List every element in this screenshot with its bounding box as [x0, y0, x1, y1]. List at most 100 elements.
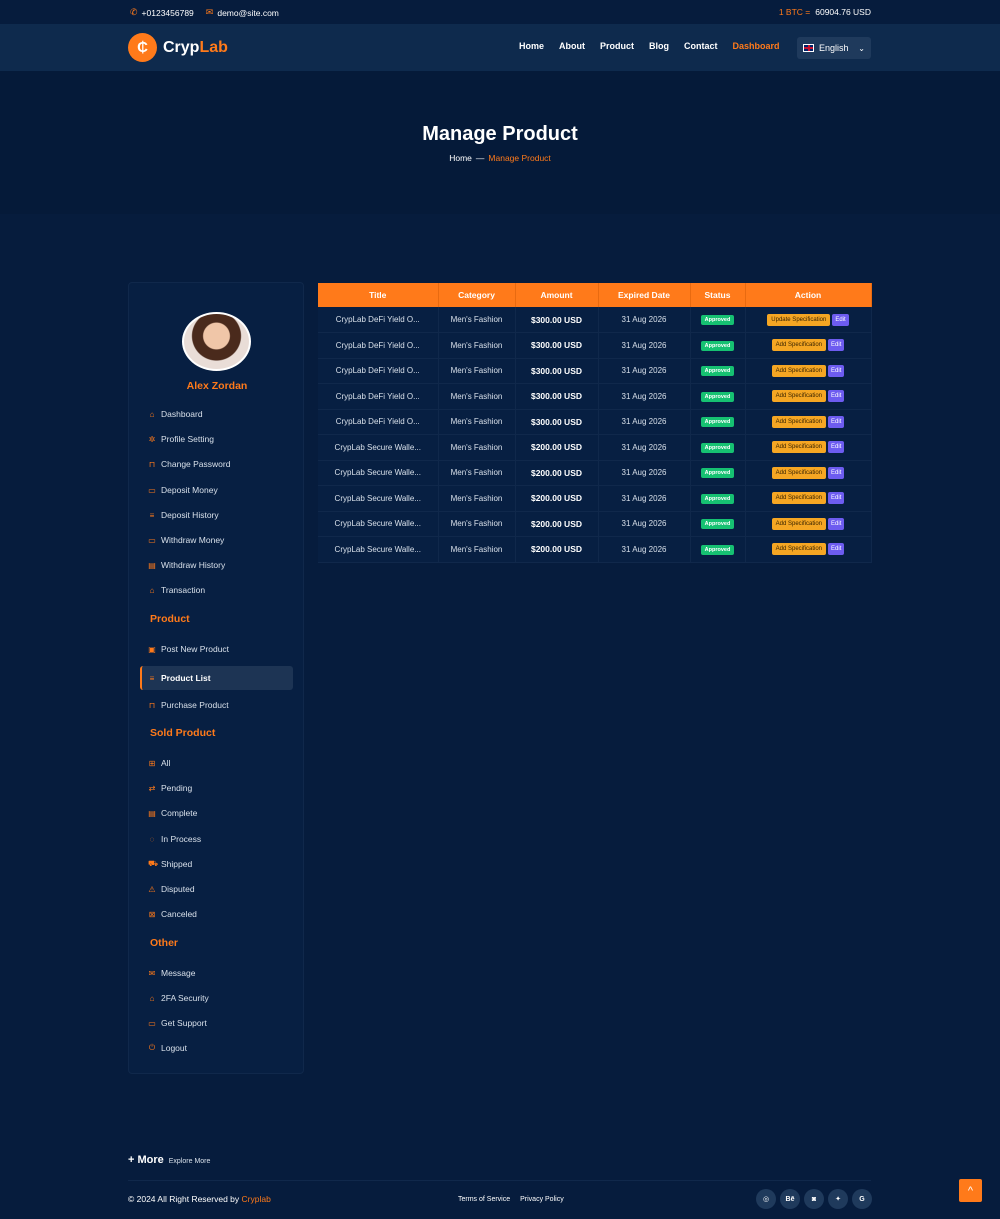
edit-button[interactable]: Edit — [832, 313, 849, 326]
sidebar-item-shipped[interactable]: ⛟ Shipped — [148, 859, 192, 869]
terms-of-service-link[interactable]: Terms of Service — [458, 1196, 511, 1203]
section-title-other: Other — [150, 937, 179, 949]
cell-expired-date: 31 Aug 2026 — [598, 434, 691, 461]
footer-links: Terms of Service Privacy Policy — [458, 1196, 564, 1203]
cell-expired-date: 31 Aug 2026 — [598, 511, 691, 537]
sidebar-item-canceled[interactable]: ⊠ Canceled — [148, 909, 197, 919]
specification-button[interactable]: Add Specification — [771, 492, 827, 505]
explore-more[interactable]: + More Explore More — [128, 1154, 210, 1166]
cell-expired-date: 31 Aug 2026 — [598, 383, 691, 410]
column-header-amount: Amount — [515, 283, 599, 307]
edit-button[interactable]: Edit — [828, 390, 845, 403]
specification-button[interactable]: Add Specification — [771, 543, 827, 556]
sidebar-item-post-new-product[interactable]: ▣ Post New Product — [148, 644, 229, 654]
cell-category: Men's Fashion — [438, 358, 516, 384]
cell-status: Approved — [690, 409, 746, 435]
edit-button[interactable]: Edit — [828, 517, 845, 530]
specification-button[interactable]: Add Specification — [771, 339, 827, 352]
sidebar-item-dashboard[interactable]: ⌂ Dashboard — [148, 409, 203, 419]
sidebar-item-label: Deposit History — [161, 510, 219, 520]
sidebar-item-transaction[interactable]: ⌂ Transaction — [148, 585, 206, 595]
specification-button[interactable]: Add Specification — [771, 466, 827, 479]
privacy-policy-link[interactable]: Privacy Policy — [520, 1196, 564, 1203]
nav-contact[interactable]: Contact — [684, 41, 718, 51]
bag-icon: ⊓ — [148, 700, 156, 710]
sidebar-item-2fa-security[interactable]: ⌂ 2FA Security — [148, 993, 209, 1003]
nav-dashboard[interactable]: Dashboard — [732, 41, 780, 51]
google-icon[interactable]: G — [852, 1189, 872, 1209]
edit-button[interactable]: Edit — [828, 466, 845, 479]
specification-button[interactable]: Add Specification — [771, 390, 827, 403]
behance-icon[interactable]: Bē — [780, 1189, 800, 1209]
nav-home[interactable]: Home — [519, 41, 545, 51]
message-icon: ✉ — [148, 968, 156, 978]
sidebar-item-in-process[interactable]: ◌ In Process — [148, 834, 202, 844]
edit-button[interactable]: Edit — [828, 415, 845, 428]
sidebar-item-label: Shipped — [161, 859, 193, 869]
language-select[interactable]: English ⌄ — [797, 37, 871, 59]
sidebar-item-product-list[interactable]: ≡ Product List — [140, 666, 293, 690]
edit-button[interactable]: Edit — [828, 339, 845, 352]
cell-action: Add Specification Edit — [745, 485, 872, 512]
edit-button[interactable]: Edit — [828, 492, 845, 505]
sidebar-item-label: Withdraw History — [161, 560, 226, 570]
edit-button[interactable]: Edit — [828, 543, 845, 556]
scroll-to-top-button[interactable]: ^ — [959, 1179, 982, 1202]
sidebar-item-withdraw-money[interactable]: ▭ Withdraw Money — [148, 535, 224, 545]
status-badge: Approved — [700, 366, 735, 377]
sidebar-item-all[interactable]: ⊞ All — [148, 758, 171, 768]
sidebar-item-change-password[interactable]: ⊓ Change Password — [148, 459, 231, 469]
specification-button[interactable]: Update Specification — [767, 313, 831, 326]
logo[interactable]: ₵ CrypLab — [128, 33, 228, 62]
cell-amount: $300.00 USD — [515, 307, 599, 333]
sidebar-item-message[interactable]: ✉ Message — [148, 968, 196, 978]
product-table-wrapper: Title Category Amount Expired Date Statu… — [318, 283, 872, 563]
dribbble-icon[interactable]: ◎ — [756, 1189, 776, 1209]
nav-product[interactable]: Product — [600, 41, 635, 51]
table-header-row: Title Category Amount Expired Date Statu… — [318, 283, 872, 307]
instagram-icon[interactable]: ◙ — [804, 1189, 824, 1209]
edit-button[interactable]: Edit — [828, 364, 845, 377]
sidebar-item-deposit-history[interactable]: ≡ Deposit History — [148, 510, 219, 520]
grid-icon: ⊞ — [148, 758, 156, 768]
sidebar-item-get-support[interactable]: ▭ Get Support — [148, 1018, 207, 1028]
nav-blog[interactable]: Blog — [649, 41, 670, 51]
sidebar-item-label: Profile Setting — [161, 434, 214, 444]
breadcrumb-separator: — — [475, 153, 485, 163]
twitter-icon[interactable]: ✦ — [828, 1189, 848, 1209]
email-contact[interactable]: ✉ demo@site.com — [206, 7, 279, 18]
sidebar-item-purchase-product[interactable]: ⊓ Purchase Product — [148, 700, 229, 710]
sidebar-item-label: Withdraw Money — [161, 535, 225, 545]
specification-button[interactable]: Add Specification — [771, 364, 827, 377]
specification-button[interactable]: Add Specification — [771, 441, 827, 454]
cell-category: Men's Fashion — [438, 536, 516, 563]
spinner-icon: ◌ — [149, 834, 155, 844]
lock-icon: ⊓ — [148, 459, 156, 469]
edit-button[interactable]: Edit — [828, 441, 845, 454]
sidebar-item-label: Purchase Product — [161, 700, 229, 710]
sidebar-item-label: In Process — [161, 834, 202, 844]
sidebar-item-deposit-money[interactable]: ▭ Deposit Money — [148, 485, 217, 495]
section-title-sold-product: Sold Product — [150, 727, 216, 739]
btc-label: 1 BTC = — [778, 7, 811, 17]
cell-amount: $200.00 USD — [515, 536, 599, 563]
sidebar-item-pending[interactable]: ⇄ Pending — [148, 783, 193, 793]
specification-button[interactable]: Add Specification — [771, 517, 827, 530]
phone-contact[interactable]: ✆ +0123456789 — [130, 7, 194, 18]
sidebar-item-withdraw-history[interactable]: ▤ Withdraw History — [148, 560, 225, 570]
sidebar-item-profile-setting[interactable]: ✲ Profile Setting — [148, 434, 214, 444]
breadcrumb-home[interactable]: Home — [449, 153, 472, 163]
dashboard-sidebar: Alex Zordan ⌂ Dashboard ✲ Profile Setting … — [128, 282, 304, 1074]
sidebar-item-complete[interactable]: ▤ Complete — [148, 808, 197, 818]
status-badge: Approved — [700, 519, 735, 530]
specification-button[interactable]: Add Specification — [771, 415, 827, 428]
breadcrumb: Home — Manage Product — [0, 153, 1000, 163]
logo-text-a: Cryp — [163, 38, 200, 56]
nav-about[interactable]: About — [559, 41, 586, 51]
sidebar-item-logout[interactable]: ⏻ Logout — [148, 1043, 187, 1053]
sidebar-item-label: Get Support — [161, 1018, 207, 1028]
copyright-brand-link[interactable]: Cryplab — [241, 1194, 271, 1204]
page-title: Manage Product — [422, 123, 578, 145]
sidebar-item-disputed[interactable]: ⚠ Disputed — [148, 884, 194, 894]
cell-amount: $200.00 USD — [515, 485, 599, 512]
